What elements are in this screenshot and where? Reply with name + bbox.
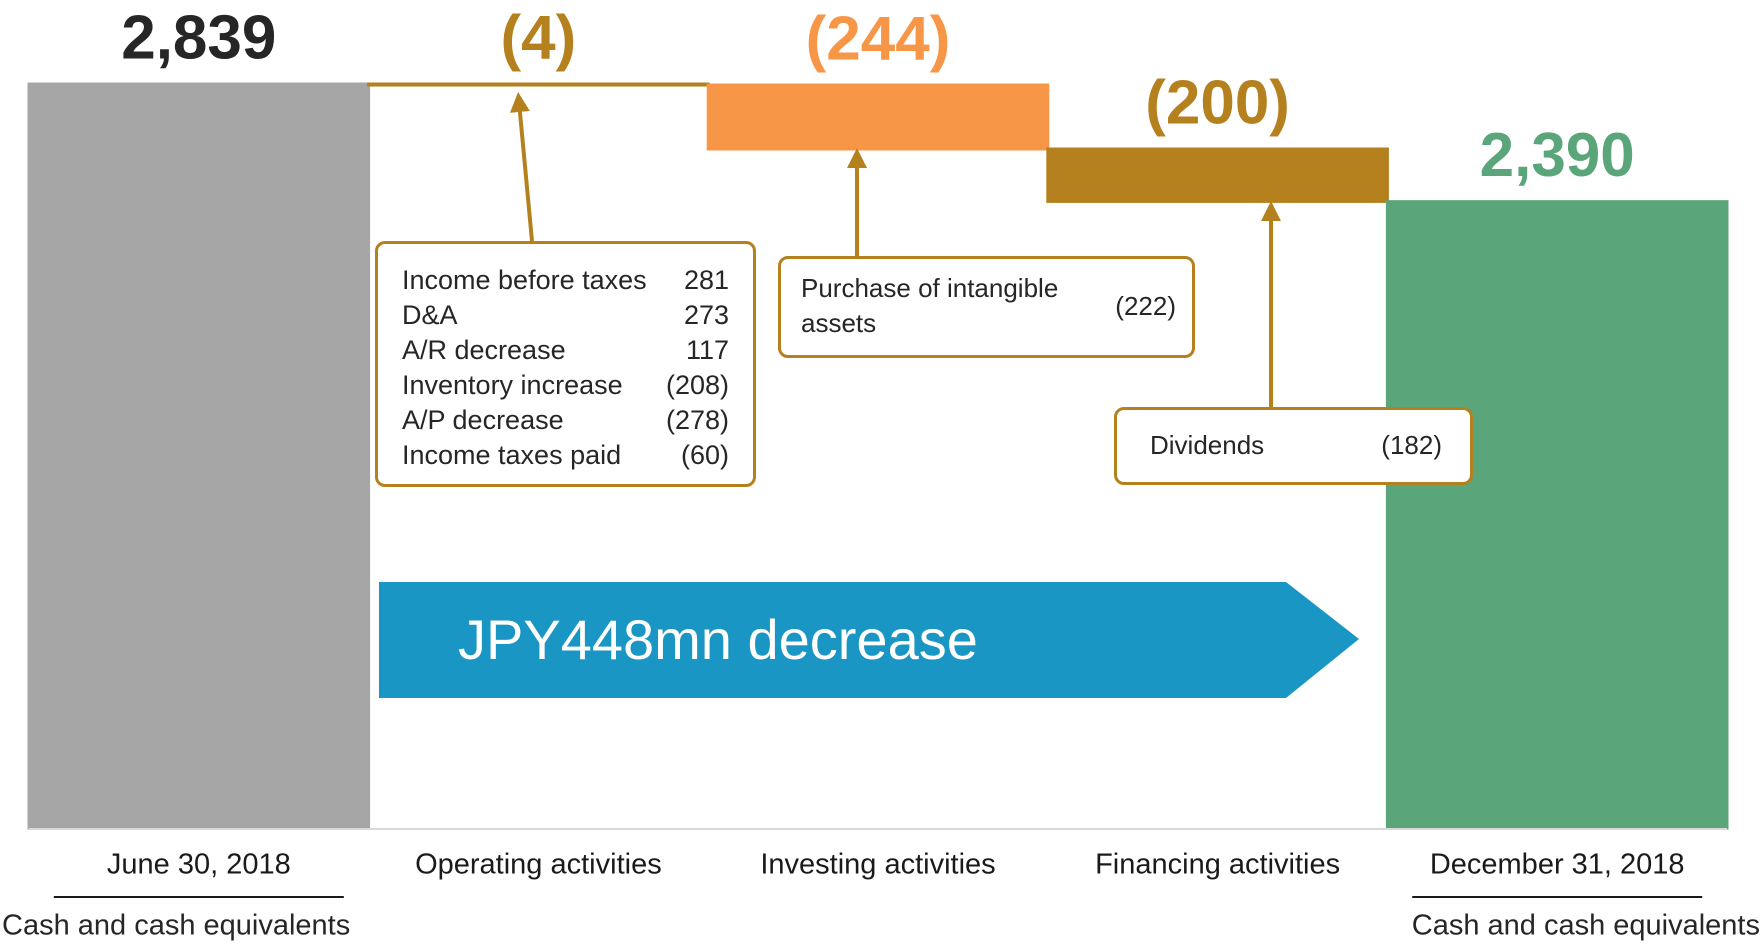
banner-text: JPY448mn decrease [458,608,978,671]
callout-box: Purchase of intangible assets (222) [778,256,1195,358]
value-label: 2,390 [1480,121,1635,190]
callout-row: Purchase of intangible assets (222) [801,271,1176,341]
value-label: (200) [1145,68,1290,137]
callout-item-label: A/P decrease [402,405,564,435]
category-note: Cash and cash equivalents [2,910,350,942]
callout-item-value: 281 [683,265,729,295]
bar [1385,200,1729,830]
callout-item-label: Inventory increase [402,370,623,400]
bar [27,82,371,830]
callout-row: Inventory increase (208) [402,368,729,403]
category-label: June 30, 2018 [107,849,291,881]
callout-item-label: D&A [402,300,458,330]
callout-row: A/P decrease (278) [402,403,729,438]
callout-item-label: Dividends [1150,430,1265,460]
bar [367,82,710,87]
category-label: Operating activities [415,849,662,881]
bar [706,83,1050,151]
callout-item-value: 117 [685,335,729,365]
callout-item-label: Income taxes paid [402,440,622,470]
callout-row: Income before taxes 281 [402,263,729,298]
callout-row: Dividends (182) [1150,428,1442,463]
category-label: December 31, 2018 [1430,849,1685,881]
callout-row: D&A 273 [402,298,729,333]
callout-row: Income taxes paid (60) [402,438,729,473]
callout-item-label: Income before taxes [402,265,647,295]
callout-item-label: A/R decrease [402,335,566,365]
callout-row: A/R decrease 117 [402,333,729,368]
callout-item-value: (208) [665,370,729,400]
category-note: Cash and cash equivalents [1412,910,1760,942]
callout-arrow [509,92,534,242]
callout-box: Income before taxes 281 D&A 273 A/R decrease… [375,241,756,487]
callout-item-value: 273 [683,300,729,330]
callout-box: Dividends (182) [1114,407,1473,485]
value-label: 2,839 [121,3,276,72]
callout-item-value: (278) [665,405,729,435]
callout-item-value: (182) [1381,430,1442,460]
callout-item-value: (60) [680,440,729,470]
value-label: (4) [501,3,577,72]
value-label: (244) [806,4,951,73]
category-label: Financing activities [1095,849,1340,881]
banner-arrow [379,582,1359,698]
category-label: Investing activities [760,849,995,881]
callout-item-value: (222) [1115,290,1176,321]
callout-item-label: Purchase of intangible assets [801,273,1059,338]
bar [1046,147,1389,203]
